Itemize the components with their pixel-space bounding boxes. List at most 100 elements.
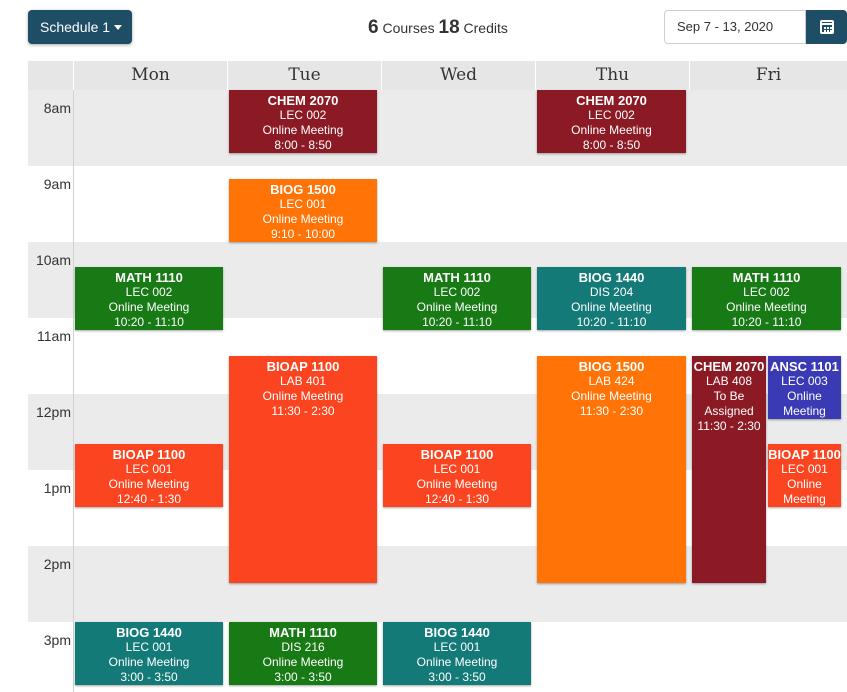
event-time: 9:10 - 10:00	[270, 227, 336, 241]
event-code: BIOG 1440	[578, 270, 645, 285]
course-event-biog-1500[interactable]: BIOG 1500 LEC 001 Online Meeting 9:10 - …	[229, 179, 377, 242]
event-time: 3:00 - 3:50	[428, 670, 486, 684]
event-time: 12:40 - 1:30	[116, 492, 182, 506]
course-event-chem-2070[interactable]: CHEM 2070 LEC 002 Online Meeting 8:00 - …	[537, 90, 686, 153]
course-event-bioap-1100[interactable]: BIOAP 1100 LEC 001 Online Meeting	[768, 444, 841, 507]
event-time: 10:20 - 11:10	[731, 315, 802, 329]
credits-word: Credits	[463, 20, 508, 36]
week-calendar-grid: Mon Tue Wed Thu Fri 8am 9am 10am 11am 12…	[28, 61, 847, 692]
course-event-biog-1500[interactable]: BIOG 1500 LAB 424 Online Meeting 11:30 -…	[537, 356, 686, 583]
hour-label: 9am	[43, 176, 71, 192]
hour-label: 2pm	[43, 556, 71, 572]
event-time: 10:20 - 11:10	[576, 315, 647, 329]
day-header-tue: Tue	[228, 61, 381, 90]
event-location: Online Meeting	[571, 300, 652, 314]
hour-label: 8am	[43, 100, 71, 116]
event-section: DIS 216	[281, 640, 325, 654]
event-section: LEC 001	[279, 197, 327, 211]
caret-down-icon	[114, 24, 123, 30]
event-location: Online Meeting	[108, 300, 190, 314]
schedule-summary: 6 Courses 18 Credits	[368, 17, 508, 39]
event-section: LAB 401	[279, 374, 327, 388]
course-event-math-1110[interactable]: MATH 1110 DIS 216 Online Meeting 3:00 - …	[229, 622, 377, 685]
schedule-select-label: Schedule 1	[40, 19, 111, 35]
event-code: BIOAP 1100	[420, 447, 494, 462]
event-section: LEC 002	[279, 108, 327, 122]
event-location: Online Meeting	[108, 655, 190, 669]
courses-count: 6	[368, 17, 379, 38]
course-event-math-1110[interactable]: MATH 1110 LEC 002 Online Meeting 10:20 -…	[692, 267, 841, 330]
event-location: Online Meeting	[108, 477, 190, 491]
day-header-fri: Fri	[690, 61, 847, 90]
event-time: 8:00 - 8:50	[582, 138, 641, 152]
event-code: MATH 1110	[423, 270, 491, 285]
calendar-icon	[820, 20, 834, 34]
course-event-bioap-1100[interactable]: BIOAP 1100 LEC 001 Online Meeting 12:40 …	[383, 444, 531, 507]
event-code: CHEM 2070	[576, 93, 647, 108]
event-location: Online Meeting	[262, 655, 344, 669]
hour-label: 10am	[35, 252, 71, 268]
event-code: BIOG 1500	[270, 182, 336, 197]
date-range-input[interactable]: Sep 7 - 13, 2020	[664, 10, 806, 44]
event-code: BIOAP 1100	[266, 359, 340, 374]
course-event-bioap-1100[interactable]: BIOAP 1100 LAB 401 Online Meeting 11:30 …	[229, 356, 377, 583]
event-code: BIOG 1500	[578, 359, 645, 374]
event-time: 10:20 - 11:10	[114, 315, 184, 329]
course-event-ansc-1101[interactable]: ANSC 1101 LEC 003 Online Meeting	[768, 356, 841, 419]
event-section: LEC 001	[433, 462, 481, 476]
event-code: BIOAP 1100	[768, 447, 841, 462]
event-location: Online Meeting	[571, 123, 652, 137]
event-time: 11:30 - 2:30	[271, 404, 335, 418]
event-location: Online Meeting	[783, 389, 826, 418]
event-location: Online Meeting	[416, 300, 498, 314]
day-header-thu: Thu	[536, 61, 689, 90]
event-code: MATH 1110	[115, 270, 183, 285]
event-code: MATH 1110	[732, 270, 801, 285]
hour-label: 1pm	[43, 480, 71, 496]
event-section: LAB 424	[588, 374, 635, 388]
course-event-math-1110[interactable]: MATH 1110 LEC 002 Online Meeting 10:20 -…	[75, 267, 223, 330]
event-location: Online Meeting	[262, 389, 344, 403]
event-section: LEC 002	[125, 285, 173, 299]
course-event-biog-1440[interactable]: BIOG 1440 DIS 204 Online Meeting 10:20 -…	[537, 267, 686, 330]
event-section: LAB 408	[705, 374, 753, 388]
calendar-button[interactable]	[806, 10, 847, 44]
event-section: LEC 001	[433, 640, 481, 654]
hour-row-8am	[28, 90, 847, 166]
event-code: BIOG 1440	[424, 625, 490, 640]
event-time: 11:30 - 2:30	[697, 419, 761, 433]
event-section: LEC 002	[743, 285, 790, 299]
event-section: LEC 002	[588, 108, 635, 122]
course-event-biog-1440[interactable]: BIOG 1440 LEC 001 Online Meeting 3:00 - …	[383, 622, 531, 685]
course-event-bioap-1100[interactable]: BIOAP 1100 LEC 001 Online Meeting 12:40 …	[75, 444, 223, 507]
course-event-math-1110[interactable]: MATH 1110 LEC 002 Online Meeting 10:20 -…	[383, 267, 531, 330]
schedule-select-button[interactable]: Schedule 1	[28, 10, 132, 44]
event-section: LEC 001	[781, 462, 828, 476]
day-header-mon: Mon	[74, 61, 227, 90]
hour-label: 3pm	[43, 632, 71, 648]
event-section: LEC 003	[781, 374, 828, 388]
event-time: 10:20 - 11:10	[422, 315, 492, 329]
event-location: To Be Assigned	[704, 389, 754, 418]
course-event-chem-2070[interactable]: CHEM 2070 LEC 002 Online Meeting 8:00 - …	[229, 90, 377, 153]
hour-label: 12pm	[35, 404, 71, 420]
event-code: CHEM 2070	[267, 93, 339, 108]
time-column-divider	[73, 90, 74, 692]
event-time: 3:00 - 3:50	[274, 670, 332, 684]
hour-label: 11am	[37, 328, 71, 344]
event-time: 12:40 - 1:30	[424, 492, 490, 506]
event-location: Online Meeting	[726, 300, 807, 314]
event-location: Online Meeting	[262, 212, 344, 226]
event-location: Online Meeting	[262, 123, 344, 137]
event-code: BIOAP 1100	[112, 447, 186, 462]
event-code: BIOG 1440	[116, 625, 182, 640]
event-section: LEC 001	[125, 462, 173, 476]
course-event-chem-2070-lab[interactable]: CHEM 2070 LAB 408 To Be Assigned 11:30 -…	[692, 356, 766, 583]
event-section: LEC 002	[433, 285, 481, 299]
event-location: Online Meeting	[416, 477, 498, 491]
courses-word: Courses	[382, 20, 435, 36]
event-time: 11:30 - 2:30	[579, 404, 644, 418]
event-section: LEC 001	[125, 640, 173, 654]
course-event-biog-1440[interactable]: BIOG 1440 LEC 001 Online Meeting 3:00 - …	[75, 622, 223, 685]
event-section: DIS 204	[589, 285, 634, 299]
